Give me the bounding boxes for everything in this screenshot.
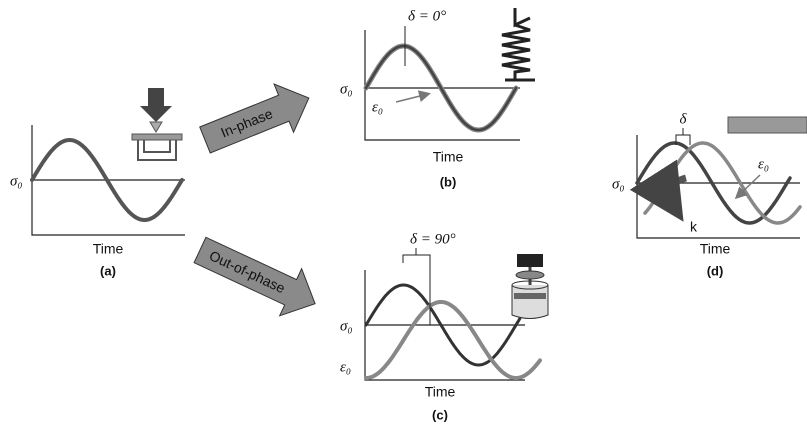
panel-label: (c): [432, 407, 448, 422]
y-label: σ₀: [612, 176, 625, 192]
rotation-label: k: [690, 219, 698, 235]
strain-label: ε₀: [372, 99, 383, 115]
axes: [365, 30, 520, 140]
beam-icon: [728, 117, 807, 133]
strain-label: ε₀: [340, 359, 351, 375]
y-label: σ₀: [10, 173, 23, 189]
y-label: σ₀: [340, 81, 353, 97]
panel-label: (d): [707, 263, 724, 278]
y-label: σ₀: [340, 318, 353, 334]
panel-b: δ = 0° σ₀ ε₀ Time (b): [340, 8, 535, 189]
diagram: σ₀ Time (a) In-phase Out-of-phase δ = 0°…: [0, 0, 807, 428]
arrow-out-of-phase: Out-of-phase: [189, 226, 326, 327]
spring-icon: [502, 8, 535, 80]
delta-label: δ: [680, 111, 688, 127]
press-icon: [132, 88, 182, 160]
x-label: Time: [425, 384, 456, 400]
arrow-in-phase: In-phase: [195, 74, 318, 164]
delta-bracket: [403, 248, 430, 263]
panel-label: (a): [100, 263, 116, 278]
delta-label: δ = 90°: [410, 231, 456, 247]
x-label: Time: [93, 241, 124, 257]
x-label: Time: [700, 241, 731, 257]
strain-label: ε₀: [758, 156, 769, 172]
panel-c: δ = 90° σ₀ ε₀ Time (c): [340, 231, 548, 422]
panel-label: (b): [440, 174, 457, 189]
panel-a: σ₀ Time (a): [10, 88, 185, 278]
delta-label: δ = 0°: [408, 8, 446, 24]
x-label: Time: [433, 149, 464, 165]
panel-d: δ σ₀ ε₀ k Time (d): [612, 111, 807, 278]
dashpot-icon: [512, 254, 548, 319]
